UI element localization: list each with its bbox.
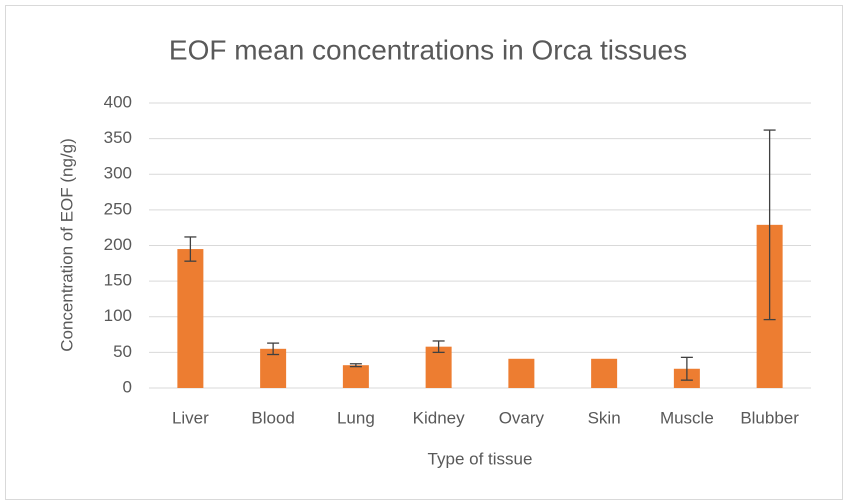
- y-tick-label: 400: [104, 92, 132, 111]
- y-tick-label: 0: [123, 377, 132, 396]
- bar: [177, 249, 204, 388]
- y-tick-label: 50: [113, 342, 132, 361]
- y-tick-label: 300: [104, 164, 132, 183]
- x-tick-label: Kidney: [413, 408, 465, 427]
- x-tick-label: Blubber: [740, 408, 799, 427]
- y-tick-label: 250: [104, 199, 132, 218]
- x-tick-label: Liver: [172, 408, 209, 427]
- x-tick-label: Skin: [588, 408, 621, 427]
- y-axis-label: Concentration of EOF (ng/g): [57, 138, 76, 352]
- chart-border: [5, 5, 843, 500]
- bar: [508, 358, 535, 388]
- y-tick-label: 200: [104, 235, 132, 254]
- bar: [425, 346, 452, 388]
- x-tick-label: Muscle: [660, 408, 714, 427]
- chart-title: EOF mean concentrations in Orca tissues: [169, 34, 687, 65]
- y-tick-label: 150: [104, 271, 132, 290]
- bar: [260, 348, 287, 388]
- bar: [591, 358, 618, 388]
- x-axis-label: Type of tissue: [428, 449, 533, 468]
- x-tick-label: Blood: [251, 408, 294, 427]
- bar: [342, 365, 369, 388]
- x-tick-label: Lung: [337, 408, 375, 427]
- y-tick-label: 100: [104, 306, 132, 325]
- x-tick-label: Ovary: [499, 408, 545, 427]
- y-tick-label: 350: [104, 128, 132, 147]
